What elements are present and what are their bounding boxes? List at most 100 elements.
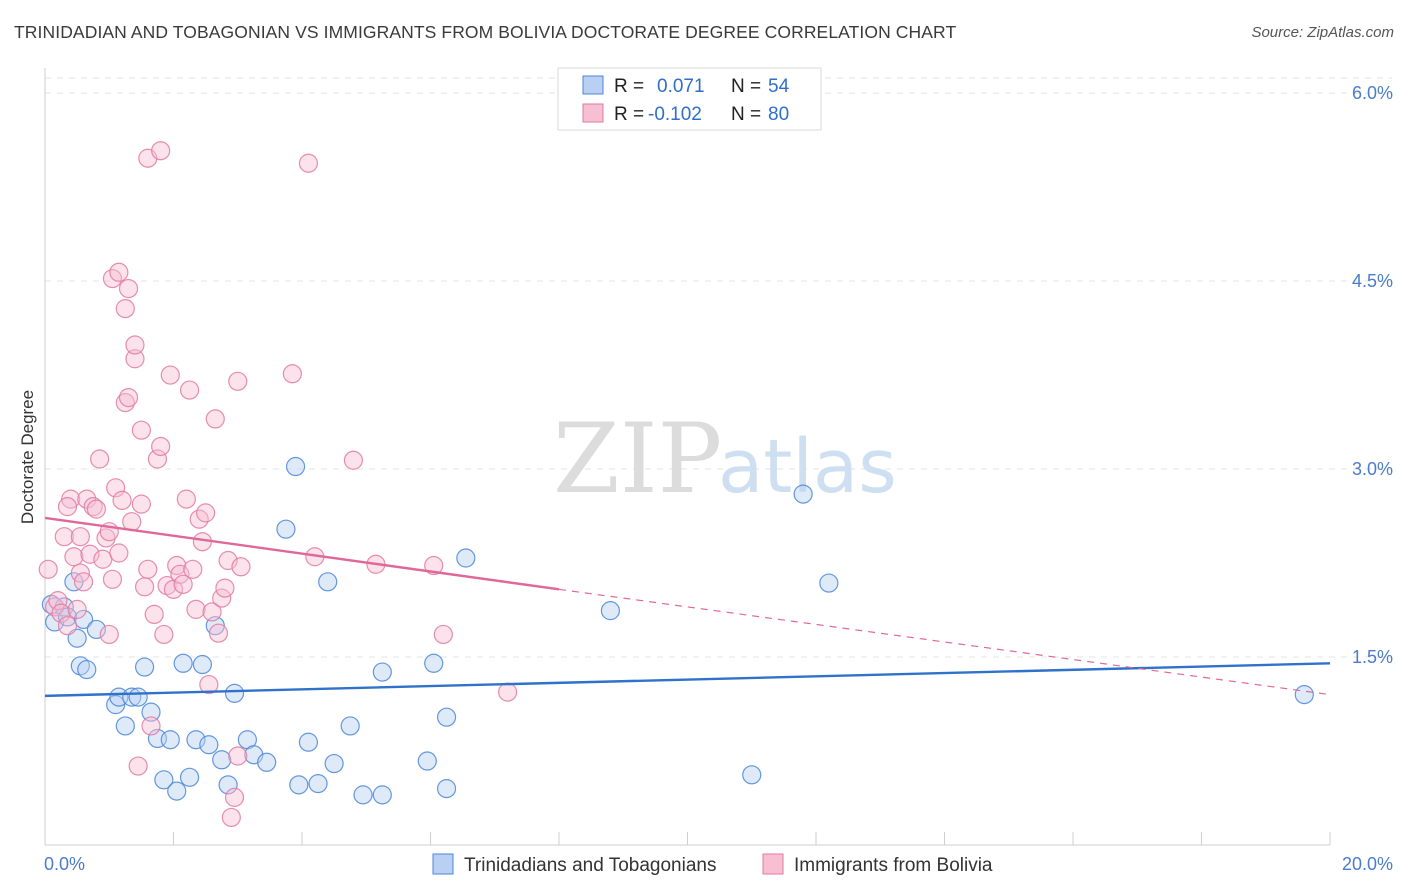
- point-bolivia-7: [64, 547, 84, 567]
- point-bolivia-61: [151, 141, 171, 161]
- point-trinidadian-29: [224, 683, 245, 703]
- stats-legend-r-label-blue: R =: [614, 76, 644, 97]
- point-bolivia-26: [125, 349, 145, 369]
- point-bolivia-15: [90, 449, 110, 469]
- point-bolivia-43: [179, 380, 200, 400]
- y-tick-label-2: 4.5%: [1352, 271, 1393, 291]
- trend-lines: [44, 516, 1331, 698]
- point-bolivia-16: [93, 549, 113, 569]
- point-bolivia-21: [109, 543, 129, 563]
- x-ticks: [44, 832, 1331, 845]
- point-trinidadian-42: [372, 785, 392, 805]
- series-legend-swatch-pink: [762, 853, 784, 875]
- point-bolivia-58: [228, 746, 248, 766]
- point-bolivia-49: [199, 674, 219, 695]
- point-trinidadian-25: [199, 735, 219, 755]
- point-bolivia-59: [231, 557, 251, 577]
- point-trinidadian-38: [318, 572, 338, 592]
- point-bolivia-5: [57, 616, 78, 636]
- point-trinidadian-12: [115, 716, 135, 736]
- stats-legend-swatch-blue: [582, 75, 604, 95]
- y-axis-label: Doctorate Degree: [18, 390, 37, 524]
- series-bolivia-points: [38, 141, 518, 828]
- point-bolivia-48: [196, 503, 216, 523]
- stats-legend: R = 0.071 N = 54 R = -0.102 N = 80: [557, 67, 822, 131]
- point-bolivia-70: [282, 364, 302, 384]
- point-trinidadian-50: [742, 765, 762, 785]
- point-bolivia-68: [131, 420, 151, 440]
- point-bolivia-64: [109, 262, 129, 282]
- point-bolivia-50: [202, 602, 222, 622]
- point-trinidadian-28: [218, 775, 238, 795]
- point-trinidadian-18: [154, 770, 174, 790]
- point-bolivia-20: [106, 478, 126, 498]
- point-bolivia-51: [205, 409, 225, 429]
- series-legend-label-blue: Trinidadians and Tobagonians: [464, 855, 716, 876]
- point-bolivia-72: [343, 450, 363, 470]
- point-bolivia-28: [131, 494, 151, 514]
- point-trinidadian-46: [436, 779, 457, 799]
- y-tick-labels: 1.5% 3.0% 4.5% 6.0%: [1352, 83, 1393, 667]
- point-bolivia-13: [83, 497, 103, 517]
- point-trinidadian-33: [276, 519, 296, 539]
- point-bolivia-66: [118, 278, 139, 299]
- point-trinidadian-44: [417, 751, 437, 771]
- point-bolivia-27: [128, 756, 148, 776]
- point-bolivia-32: [144, 604, 164, 625]
- point-bolivia-67: [125, 335, 145, 355]
- point-bolivia-19: [102, 569, 123, 589]
- point-trinidadian-24: [192, 654, 213, 675]
- point-bolivia-74: [424, 555, 444, 576]
- point-trinidadian-23: [186, 730, 206, 750]
- point-trinidadian-39: [324, 753, 344, 774]
- series-legend-label-pink: Immigrants from Bolivia: [794, 855, 993, 876]
- stats-legend-n-value-blue: 54: [768, 76, 790, 97]
- point-bolivia-45: [186, 599, 206, 619]
- point-bolivia-2: [48, 591, 68, 611]
- series-legend: Trinidadians and Tobagonians Immigrants …: [432, 853, 993, 876]
- watermark-zip: ZIP: [553, 403, 722, 515]
- point-bolivia-31: [141, 716, 161, 736]
- point-bolivia-42: [176, 489, 196, 509]
- point-bolivia-75: [433, 624, 453, 645]
- x-tick-label-max: 20.0%: [1342, 854, 1393, 874]
- point-trinidadian-34: [285, 456, 306, 477]
- chart-title: TRINIDADIAN AND TOBAGONIAN VS IMMIGRANTS…: [14, 22, 957, 42]
- point-bolivia-78: [70, 527, 90, 547]
- point-bolivia-65: [115, 299, 135, 319]
- point-bolivia-10: [73, 572, 94, 592]
- series-legend-swatch-blue: [432, 853, 454, 875]
- point-trinidadian-16: [141, 702, 161, 722]
- y-tick-label-0: 1.5%: [1352, 647, 1393, 667]
- watermark-atlas: atlas: [718, 424, 897, 510]
- point-bolivia-52: [208, 623, 229, 643]
- stats-legend-n-value-pink: 80: [768, 104, 789, 125]
- point-trinidadian-43: [372, 662, 392, 682]
- point-trinidadian-22: [179, 767, 200, 787]
- point-bolivia-18: [99, 624, 119, 645]
- point-bolivia-8: [67, 599, 87, 619]
- x-tick-label-min: 0.0%: [44, 854, 85, 874]
- y-tick-label-3: 6.0%: [1352, 83, 1393, 103]
- point-trinidadian-36: [298, 732, 319, 752]
- stats-legend-r-value-pink: -0.102: [648, 104, 702, 125]
- point-bolivia-62: [298, 153, 319, 173]
- point-trinidadian-21: [173, 653, 193, 673]
- series-trinidadians-points: [41, 456, 1314, 805]
- point-bolivia-14: [86, 499, 107, 519]
- point-bolivia-3: [51, 603, 71, 623]
- point-bolivia-29: [134, 577, 155, 597]
- stats-legend-n-label-pink: N =: [731, 104, 761, 125]
- point-bolivia-37: [160, 365, 180, 385]
- point-trinidadian-8: [77, 659, 97, 680]
- point-trinidadian-20: [167, 781, 187, 801]
- trend-line-0: [44, 662, 1331, 698]
- point-trinidadian-27: [212, 750, 232, 770]
- point-bolivia-22: [112, 490, 132, 510]
- stats-legend-r-label-pink: R =: [614, 104, 644, 125]
- point-trinidadian-15: [134, 657, 155, 677]
- point-bolivia-24: [118, 387, 139, 408]
- stats-legend-swatch-pink: [582, 103, 604, 123]
- point-trinidadian-52: [819, 573, 839, 593]
